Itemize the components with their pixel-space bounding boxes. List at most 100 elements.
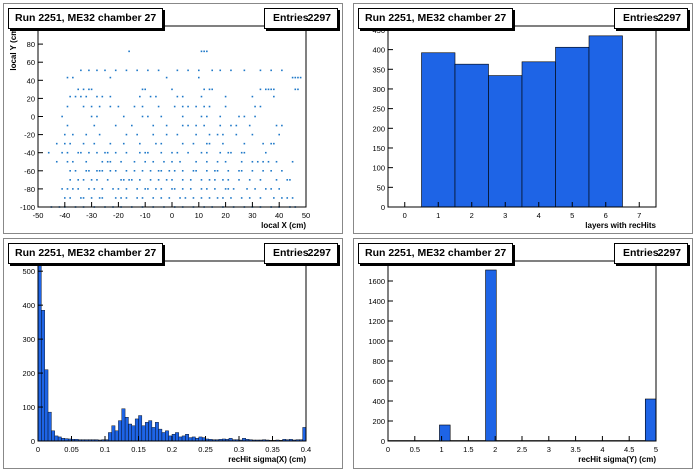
scatter-point — [66, 105, 69, 108]
scatter-point — [82, 197, 85, 199]
scatter-point — [66, 76, 69, 79]
scatter-point — [270, 170, 272, 172]
scatter-point — [114, 124, 117, 127]
scatter-point — [160, 197, 163, 199]
y-axis-label: local Y (cm) — [9, 26, 18, 71]
scatter-point — [133, 170, 136, 172]
scatter-point — [98, 170, 101, 172]
scatter-point — [55, 160, 58, 163]
scatter-point — [96, 95, 98, 98]
scatter-point — [227, 170, 230, 172]
scatter-point — [273, 197, 275, 199]
scatter-point — [216, 170, 219, 172]
scatter-point — [278, 133, 280, 136]
scatter-point — [85, 170, 88, 172]
x-tick-label: 10 — [195, 211, 203, 220]
histogram-bar — [155, 422, 159, 442]
scatter-point — [181, 170, 184, 172]
scatter-point — [160, 170, 163, 172]
scatter-point — [101, 160, 104, 163]
panel-sigma-y: 0 0.5 1 1.5 2 2.5 3 3.5 4 4.5 5 0 200 400 600 800 1000 12… — [353, 238, 693, 469]
scatter-point — [181, 179, 184, 181]
scatter-point — [208, 179, 211, 181]
scatter-point — [187, 69, 189, 72]
scatter-point — [104, 151, 106, 154]
scatter-point — [224, 95, 227, 98]
x-tick-label: 0.5 — [410, 445, 420, 454]
scatter-point — [273, 95, 275, 98]
scatter-point — [101, 170, 104, 172]
scatter-point — [254, 188, 256, 190]
x-tick-label: 0.2 — [167, 445, 177, 454]
scatter-point — [77, 88, 79, 91]
histogram-bar — [134, 418, 139, 442]
scatter-point — [69, 142, 71, 145]
scatter-point — [206, 115, 208, 118]
scatter-point — [259, 179, 262, 181]
scatter-point — [82, 179, 85, 181]
y-tick-label: -40 — [24, 149, 35, 158]
histogram-layers-with-rechits: 0 1 2 3 4 5 6 7 0 50 100 150 200 250 300 350 400 450 layer… — [372, 25, 657, 230]
scatter-point — [125, 197, 128, 199]
scatter-point — [195, 105, 197, 108]
scatter-point — [88, 69, 90, 72]
y-tick-label: 0 — [31, 113, 35, 122]
scatter-point — [227, 188, 230, 190]
scatter-point — [98, 133, 101, 136]
scatter-point — [291, 160, 294, 163]
scatter-point — [160, 142, 163, 145]
y-tick-label: 0 — [381, 203, 385, 212]
scatter-point — [281, 197, 283, 199]
scatter-point — [240, 197, 243, 199]
y-tick-label: 300 — [22, 335, 35, 344]
scatter-point — [189, 188, 192, 190]
y-tick-label: 1000 — [368, 337, 385, 346]
scatter-point — [61, 151, 63, 154]
scatter-point — [224, 105, 227, 108]
scatter-point — [93, 188, 96, 190]
scatter-point — [259, 105, 262, 108]
x-axis-label: local X (cm) — [261, 221, 306, 230]
scatter-point — [203, 88, 205, 91]
scatter-point — [173, 105, 176, 108]
histogram-bar — [151, 427, 156, 442]
scatter-point — [98, 197, 101, 199]
scatter-point — [72, 160, 74, 163]
scatter-point — [133, 160, 136, 163]
scatter-point — [109, 76, 112, 79]
scatter-point — [181, 95, 184, 98]
scatter-point — [176, 151, 179, 154]
x-tick-label: 20 — [221, 211, 229, 220]
x-tick-label: 0.4 — [301, 445, 311, 454]
scatter-point — [251, 133, 254, 136]
scatter-plot-local-xy: -50 -40 -30 -20 -10 0 10 20 30 40 50-100-80-60-40-… — [9, 22, 310, 230]
scatter-point — [141, 105, 144, 108]
x-tick-label: 0.15 — [131, 445, 146, 454]
x-tick-label: 0.05 — [64, 445, 79, 454]
scatter-point — [214, 170, 216, 172]
scatter-point — [98, 105, 101, 108]
scatter-point — [235, 133, 238, 136]
scatter-point — [232, 188, 235, 190]
histogram-bar — [108, 432, 112, 442]
histogram-bar — [644, 398, 657, 442]
scatter-point — [219, 124, 222, 127]
scatter-point — [66, 160, 69, 163]
y-tick-label: 1600 — [368, 277, 385, 286]
scatter-point — [262, 160, 264, 163]
scatter-point — [82, 88, 85, 91]
scatter-point — [181, 115, 184, 118]
scatter-point — [144, 151, 146, 154]
scatter-point — [171, 160, 173, 163]
scatter-point — [141, 88, 144, 91]
scatter-point — [96, 170, 98, 172]
scatter-point — [248, 179, 251, 181]
y-tick-label: 1400 — [368, 297, 385, 306]
scatter-point — [120, 179, 122, 181]
scatter-point — [90, 88, 93, 91]
scatter-point — [262, 170, 264, 172]
x-tick-label: 1 — [436, 211, 440, 220]
scatter-point — [109, 95, 112, 98]
histogram-bar — [198, 436, 203, 442]
x-tick-label: 4.5 — [624, 445, 634, 454]
